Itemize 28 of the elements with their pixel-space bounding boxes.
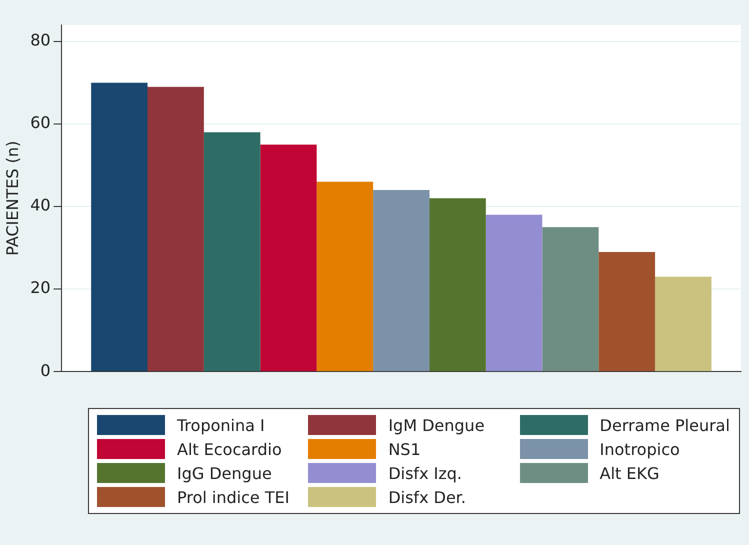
bar bbox=[598, 252, 656, 372]
y-axis-title: PACIENTES (n) bbox=[2, 140, 22, 256]
bar bbox=[148, 86, 204, 372]
legend-label: Troponina I bbox=[177, 416, 265, 434]
legend-label: Prol indice TEI bbox=[177, 488, 290, 506]
y-tick-label: 0 bbox=[40, 360, 51, 380]
legend-label: NS1 bbox=[388, 440, 421, 458]
legend-label: Alt EKG bbox=[600, 464, 660, 482]
legend-label: IgM Dengue bbox=[388, 416, 485, 434]
y-tick-label: 60 bbox=[30, 113, 51, 132]
legend-label: Derrame Pleural bbox=[600, 416, 730, 434]
bar bbox=[204, 132, 260, 372]
legend-label: Disfx Izq. bbox=[388, 464, 462, 482]
bar bbox=[316, 182, 374, 372]
bar bbox=[655, 276, 712, 372]
bar bbox=[486, 214, 542, 372]
bar bbox=[260, 144, 317, 372]
legend-label: Disfx Der. bbox=[388, 488, 466, 506]
y-tick-label: 40 bbox=[30, 196, 51, 215]
legend-label: IgG Dengue bbox=[177, 464, 272, 482]
bar bbox=[429, 198, 486, 372]
legend-label: Alt Ecocardio bbox=[177, 440, 282, 458]
bar bbox=[373, 190, 430, 372]
y-tick-label: 80 bbox=[30, 30, 51, 50]
legend-label: Inotropico bbox=[600, 440, 680, 458]
bar bbox=[91, 82, 148, 372]
y-tick-label: 20 bbox=[30, 278, 51, 298]
bar bbox=[542, 227, 599, 372]
